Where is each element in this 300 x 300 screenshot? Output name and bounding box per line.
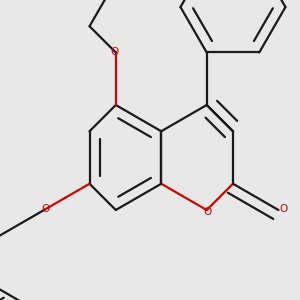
Text: O: O	[41, 204, 49, 214]
Text: O: O	[279, 204, 287, 214]
Text: O: O	[110, 47, 118, 58]
Text: O: O	[203, 207, 212, 217]
